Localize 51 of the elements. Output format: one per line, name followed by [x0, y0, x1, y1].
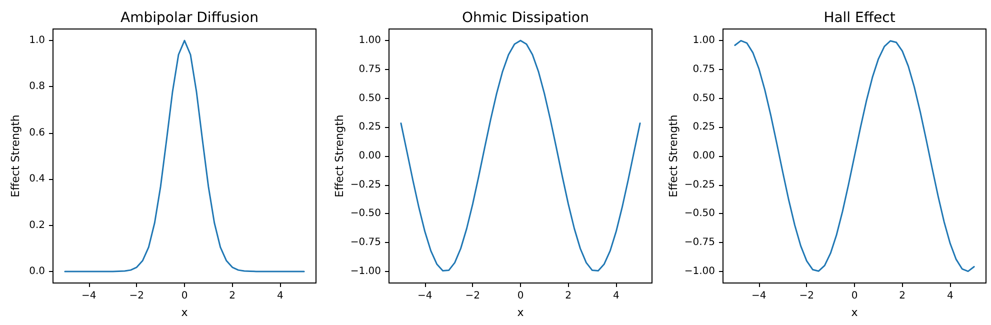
line-series: [734, 40, 975, 272]
chart-title: Ohmic Dissipation: [462, 10, 589, 26]
chart-title: Ambipolar Diffusion: [120, 10, 258, 26]
y-axis-title: Effect Strength: [9, 114, 22, 198]
y-tick-label: −0.75: [350, 237, 381, 248]
y-tick-label: −0.50: [350, 208, 381, 220]
y-tick-label: 0.75: [358, 64, 381, 75]
y-tick-label: 0.6: [29, 127, 45, 138]
y-tick-label: 0.50: [358, 92, 381, 104]
x-tick-label: −4: [81, 290, 96, 302]
y-axis-title: Effect Strength: [333, 114, 346, 198]
x-tick-label: −4: [751, 290, 766, 302]
x-tick-label: 2: [899, 290, 906, 302]
x-tick-label: −2: [465, 290, 480, 302]
x-axis-title: x: [851, 306, 858, 319]
x-tick-label: −4: [417, 290, 432, 302]
x-tick-label: 0: [181, 290, 188, 302]
y-tick-label: 0.75: [692, 64, 715, 75]
y-tick-label: 1.0: [29, 35, 45, 46]
x-tick-label: −2: [129, 290, 144, 302]
y-tick-label: −0.75: [684, 237, 715, 248]
chart-title: Hall Effect: [824, 10, 896, 26]
y-tick-label: 0.00: [358, 150, 381, 162]
x-tick-label: 0: [851, 290, 858, 302]
y-tick-label: 1.00: [358, 35, 381, 46]
y-tick-label: 1.00: [692, 35, 715, 46]
x-tick-label: 4: [946, 290, 954, 302]
x-tick-label: 2: [229, 290, 236, 302]
line-series: [400, 40, 641, 272]
y-tick-label: −0.50: [684, 208, 715, 220]
y-tick-label: −1.00: [684, 266, 715, 277]
y-tick-label: 0.50: [692, 92, 715, 104]
y-tick-label: −1.00: [350, 266, 381, 277]
x-axis-title: x: [181, 306, 188, 319]
y-tick-label: 0.4: [29, 174, 45, 185]
y-tick-label: 0.2: [29, 220, 45, 231]
y-tick-label: 0.25: [358, 122, 381, 133]
y-tick-label: 0.0: [29, 266, 45, 277]
x-tick-label: 4: [612, 290, 620, 302]
x-tick-label: −2: [799, 290, 814, 302]
x-tick-label: 4: [276, 290, 284, 302]
y-tick-label: 0.8: [29, 81, 45, 92]
y-tick-label: −0.25: [350, 179, 381, 190]
x-axis-title: x: [517, 306, 524, 319]
y-tick-label: −0.25: [684, 179, 715, 190]
x-tick-label: 2: [565, 290, 572, 302]
y-tick-label: 0.00: [692, 150, 715, 162]
y-tick-label: 0.25: [692, 122, 715, 133]
y-axis-title: Effect Strength: [667, 114, 680, 198]
x-tick-label: 0: [517, 290, 524, 302]
line-series: [64, 40, 305, 272]
